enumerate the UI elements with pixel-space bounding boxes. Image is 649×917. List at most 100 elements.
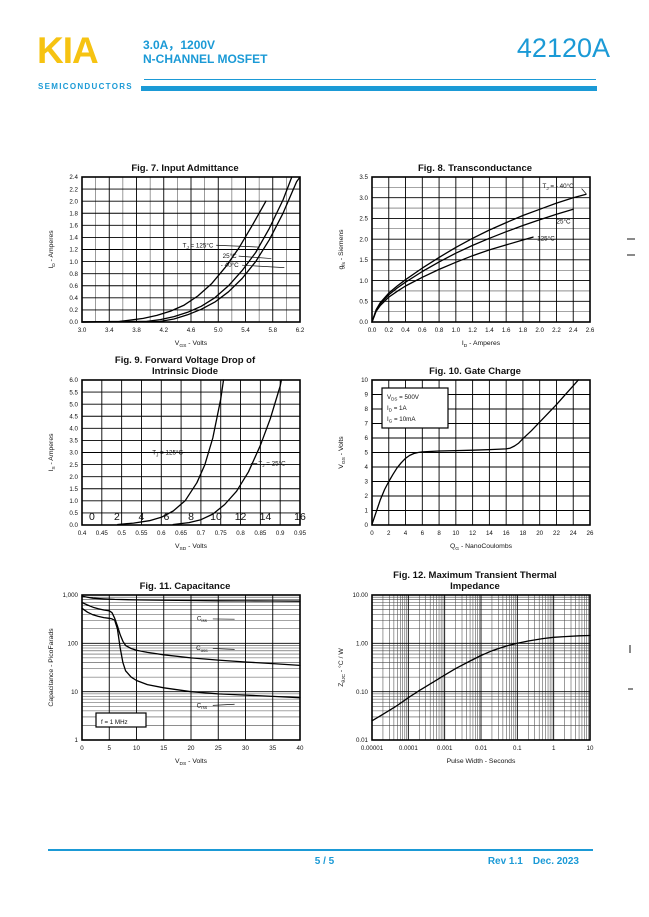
curve-TJ = 25C: [81, 176, 293, 323]
svg-text:0.4: 0.4: [401, 327, 410, 334]
svg-text:4.6: 4.6: [187, 327, 196, 334]
svg-text:0.8: 0.8: [236, 530, 245, 537]
scan-artifact: [628, 688, 633, 690]
svg-text:- 40°C: - 40°C: [221, 261, 239, 269]
svg-text:14: 14: [260, 511, 272, 523]
part-number: 42120A: [516, 33, 610, 63]
svg-text:3.4: 3.4: [105, 327, 114, 334]
figure-title: Fig. 7. Input Admittance: [131, 162, 239, 174]
svg-text:0.55: 0.55: [135, 530, 148, 537]
grid: [81, 379, 301, 526]
svg-text:25°C: 25°C: [223, 252, 238, 260]
scan-artifact: [627, 254, 635, 256]
svg-text:6.0: 6.0: [69, 377, 78, 384]
svg-text:5: 5: [108, 745, 112, 752]
curve-Ciss: [81, 595, 301, 602]
header-rule-thick: [141, 86, 597, 91]
svg-text:TJ = 125°C: TJ = 125°C: [152, 449, 183, 458]
svg-text:1.6: 1.6: [502, 327, 511, 334]
svg-text:2.4: 2.4: [569, 327, 578, 334]
svg-text:40: 40: [297, 745, 304, 752]
svg-text:f = 1 MHz: f = 1 MHz: [101, 719, 128, 726]
svg-text:VGS - Volts: VGS - Volts: [175, 340, 208, 349]
svg-text:5.8: 5.8: [268, 327, 277, 334]
curve-TJ = 25C: [172, 379, 283, 526]
figure-9-forward-voltage-drop: Fig. 9. Forward Voltage Drop of Intrinsic…: [40, 353, 330, 553]
svg-text:1: 1: [75, 737, 79, 744]
curve-TJ = 125C: [371, 236, 534, 323]
series: [371, 379, 579, 525]
svg-text:VGS - Volts: VGS - Volts: [338, 436, 347, 469]
series: [81, 176, 301, 323]
svg-text:10: 10: [587, 745, 594, 752]
svg-text:0.4: 0.4: [69, 295, 78, 302]
svg-text:1.5: 1.5: [69, 486, 78, 493]
grid: [371, 594, 591, 741]
svg-text:5: 5: [365, 450, 369, 457]
svg-text:1.6: 1.6: [69, 223, 78, 230]
svg-text:IS - Amperes: IS - Amperes: [48, 433, 57, 472]
svg-text:15: 15: [160, 745, 167, 752]
svg-text:0: 0: [365, 522, 369, 529]
curve-ZthJC: [371, 634, 591, 722]
conditions-inset: VDS = 500V ID = 1A IG = 10mA: [381, 387, 449, 429]
svg-text:26: 26: [587, 530, 594, 537]
page-indicator: 5 / 5: [314, 856, 335, 867]
svg-text:0.0: 0.0: [368, 327, 377, 334]
svg-text:2.0: 2.0: [359, 236, 368, 243]
svg-text:ID - Amperes: ID - Amperes: [48, 230, 57, 269]
grid: [371, 176, 591, 323]
svg-text:10: 10: [452, 530, 459, 537]
svg-text:0.01: 0.01: [356, 737, 369, 744]
figure-title: Fig. 10. Gate Charge: [429, 365, 521, 377]
footer-rule: [48, 849, 593, 851]
header-rule-thin: [144, 79, 596, 80]
svg-text:0.01: 0.01: [475, 745, 488, 752]
svg-text:6: 6: [421, 530, 425, 537]
svg-text:0.6: 0.6: [69, 283, 78, 290]
svg-text:5.5: 5.5: [69, 389, 78, 396]
svg-text:4.2: 4.2: [159, 327, 168, 334]
figure-plot: TJ = 125°C TJ = 25°C 0 2 4 6 8 10 12 14 16 0.4 0.45 0…: [48, 377, 307, 552]
svg-text:2.0: 2.0: [535, 327, 544, 334]
svg-text:2: 2: [387, 530, 391, 537]
svg-text:8: 8: [365, 406, 369, 413]
curve-gate charge: [371, 379, 579, 525]
svg-text:1.00: 1.00: [356, 641, 369, 648]
svg-text:0.001: 0.001: [437, 745, 453, 752]
svg-text:ID = 1A: ID = 1A: [387, 405, 407, 413]
svg-text:0.5: 0.5: [359, 298, 368, 305]
svg-text:0: 0: [370, 530, 374, 537]
svg-text:Pulse Width - Seconds: Pulse Width - Seconds: [447, 758, 516, 765]
svg-text:0.8: 0.8: [69, 271, 78, 278]
svg-text:6.2: 6.2: [296, 327, 305, 334]
svg-text:8: 8: [437, 530, 441, 537]
svg-text:TJ = 25°C: TJ = 25°C: [258, 459, 286, 468]
figure-plot: TJ = 125°C 25°C- 40°C 3.0 3.4 3.8 4.2 4.6 5.0 5.…: [48, 174, 305, 349]
svg-text:1.4: 1.4: [485, 327, 494, 334]
svg-text:0.6: 0.6: [418, 327, 427, 334]
figure-title: Fig. 8. Transconductance: [417, 162, 533, 174]
svg-text:1: 1: [552, 745, 556, 752]
curve-Crss: [81, 607, 301, 699]
svg-text:2.2: 2.2: [552, 327, 561, 334]
series: [81, 595, 301, 699]
svg-text:1: 1: [365, 508, 369, 515]
svg-text:2: 2: [114, 511, 120, 523]
svg-text:1,000: 1,000: [63, 592, 79, 599]
scan-artifact: [629, 645, 631, 653]
svg-text:ZθJC - °C / W: ZθJC - °C / W: [337, 648, 347, 687]
svg-text:0.0: 0.0: [69, 522, 78, 529]
svg-text:1.0: 1.0: [452, 327, 461, 334]
svg-text:22: 22: [553, 530, 560, 537]
svg-text:10: 10: [361, 377, 368, 384]
revision-info: Rev 1.1 Dec. 2023: [478, 856, 579, 867]
svg-text:8: 8: [188, 511, 194, 523]
svg-text:1.8: 1.8: [69, 210, 78, 217]
svg-text:0.85: 0.85: [254, 530, 267, 537]
svg-text:VSD - Volts: VSD - Volts: [175, 543, 208, 552]
svg-text:100: 100: [68, 641, 79, 648]
